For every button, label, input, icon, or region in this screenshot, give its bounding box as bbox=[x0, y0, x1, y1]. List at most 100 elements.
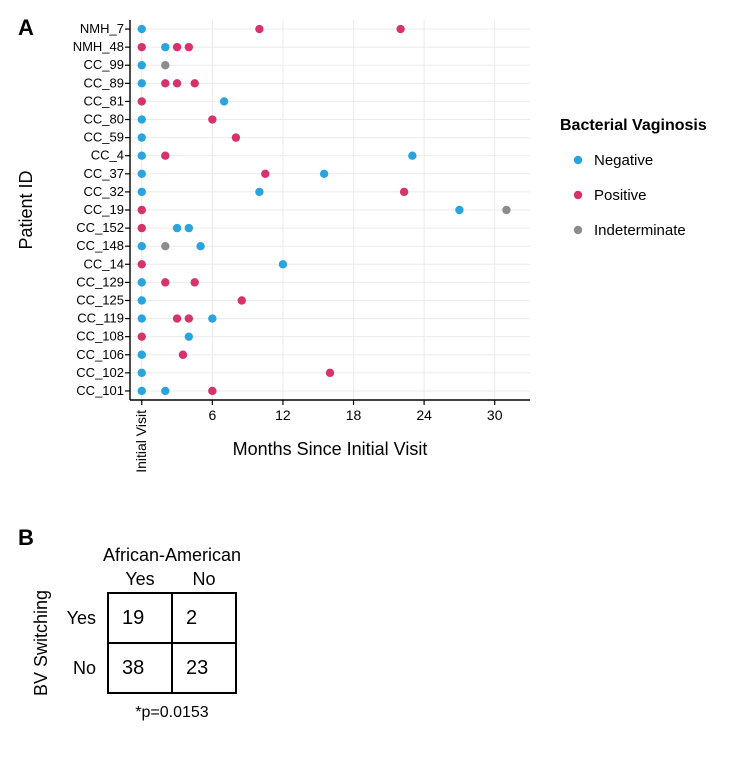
legend-item-label: Negative bbox=[594, 152, 653, 169]
data-point bbox=[173, 224, 181, 232]
table-cell: 19 bbox=[122, 607, 144, 629]
panel-a-label: A bbox=[18, 15, 34, 40]
data-point bbox=[208, 387, 216, 395]
y-tick-label: CC_19 bbox=[84, 202, 124, 217]
data-point bbox=[138, 152, 146, 160]
y-tick-label: CC_125 bbox=[76, 292, 124, 307]
data-point bbox=[161, 152, 169, 160]
data-point bbox=[255, 188, 263, 196]
y-tick-label: CC_80 bbox=[84, 112, 124, 127]
y-tick-label: CC_101 bbox=[76, 383, 124, 398]
data-point bbox=[138, 369, 146, 377]
data-point bbox=[400, 188, 408, 196]
data-point bbox=[138, 61, 146, 69]
x-tick-label: 18 bbox=[346, 407, 362, 423]
data-point bbox=[261, 170, 269, 178]
data-point bbox=[138, 97, 146, 105]
data-point bbox=[138, 314, 146, 322]
data-point bbox=[173, 79, 181, 87]
data-point bbox=[161, 387, 169, 395]
data-point bbox=[220, 97, 228, 105]
data-point bbox=[191, 79, 199, 87]
data-point bbox=[138, 260, 146, 268]
data-point bbox=[396, 25, 404, 33]
data-point bbox=[232, 133, 240, 141]
x-tick-label: 24 bbox=[416, 407, 432, 423]
data-point bbox=[138, 115, 146, 123]
y-tick-label: CC_152 bbox=[76, 220, 124, 235]
data-point bbox=[185, 332, 193, 340]
col-header-top: African-American bbox=[103, 545, 241, 565]
y-tick-label: CC_14 bbox=[84, 256, 124, 271]
data-point bbox=[138, 224, 146, 232]
table-cell: 38 bbox=[122, 657, 144, 679]
y-tick-label: CC_108 bbox=[76, 329, 124, 344]
panel-b-label: B bbox=[18, 525, 34, 550]
table-cell: 2 bbox=[186, 607, 197, 629]
x-axis-title: Months Since Initial Visit bbox=[233, 439, 428, 459]
x-tick-label: 12 bbox=[275, 407, 291, 423]
y-tick-label: CC_102 bbox=[76, 365, 124, 380]
y-tick-label: CC_106 bbox=[76, 347, 124, 362]
y-tick-label: CC_99 bbox=[84, 57, 124, 72]
data-point bbox=[138, 351, 146, 359]
data-point bbox=[173, 43, 181, 51]
data-point bbox=[502, 206, 510, 214]
data-point bbox=[138, 296, 146, 304]
data-point bbox=[138, 242, 146, 250]
data-point bbox=[161, 43, 169, 51]
y-tick-label: CC_81 bbox=[84, 93, 124, 108]
data-point bbox=[161, 79, 169, 87]
data-point bbox=[320, 170, 328, 178]
row-header-left: BV Switching bbox=[31, 590, 51, 696]
y-axis-title: Patient ID bbox=[16, 170, 36, 249]
data-point bbox=[138, 206, 146, 214]
data-point bbox=[238, 296, 246, 304]
col-header: No bbox=[192, 569, 215, 589]
legend-item-label: Indeterminate bbox=[594, 222, 686, 239]
y-tick-label: CC_89 bbox=[84, 75, 124, 90]
data-point bbox=[138, 25, 146, 33]
data-point bbox=[408, 152, 416, 160]
data-point bbox=[138, 43, 146, 51]
data-point bbox=[185, 224, 193, 232]
y-tick-label: CC_148 bbox=[76, 238, 124, 253]
data-point bbox=[455, 206, 463, 214]
data-point bbox=[191, 278, 199, 286]
data-point bbox=[138, 79, 146, 87]
data-point bbox=[185, 314, 193, 322]
y-tick-label: CC_4 bbox=[91, 148, 124, 163]
data-point bbox=[161, 61, 169, 69]
legend-marker bbox=[574, 156, 582, 164]
legend-marker bbox=[574, 191, 582, 199]
data-point bbox=[138, 278, 146, 286]
legend-item-label: Positive bbox=[594, 187, 647, 204]
data-point bbox=[138, 387, 146, 395]
data-point bbox=[208, 314, 216, 322]
legend-marker bbox=[574, 226, 582, 234]
data-point bbox=[138, 332, 146, 340]
row-header: Yes bbox=[67, 608, 96, 628]
col-header: Yes bbox=[125, 569, 154, 589]
data-point bbox=[173, 314, 181, 322]
y-tick-label: CC_37 bbox=[84, 166, 124, 181]
data-point bbox=[138, 170, 146, 178]
y-tick-label: CC_59 bbox=[84, 130, 124, 145]
y-tick-label: NMH_7 bbox=[80, 21, 124, 36]
table-cell: 23 bbox=[186, 657, 208, 679]
y-tick-label: NMH_48 bbox=[73, 39, 124, 54]
data-point bbox=[161, 242, 169, 250]
data-point bbox=[196, 242, 204, 250]
data-point bbox=[179, 351, 187, 359]
data-point bbox=[138, 133, 146, 141]
data-point bbox=[326, 369, 334, 377]
row-header: No bbox=[73, 658, 96, 678]
legend-title: Bacterial Vaginosis bbox=[560, 117, 707, 134]
pvalue-text: *p=0.0153 bbox=[135, 704, 209, 721]
x-tick-label-initial: Initial Visit bbox=[133, 410, 149, 473]
x-tick-label: 6 bbox=[208, 407, 216, 423]
data-point bbox=[279, 260, 287, 268]
data-point bbox=[255, 25, 263, 33]
data-point bbox=[208, 115, 216, 123]
data-point bbox=[185, 43, 193, 51]
